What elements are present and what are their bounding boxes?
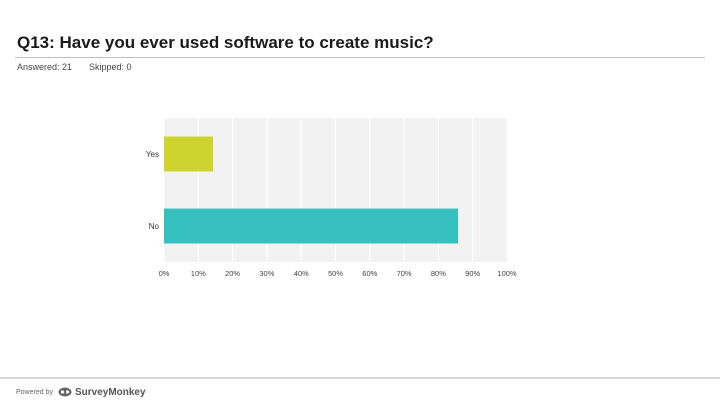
x-tick-label: 80% [431, 269, 446, 278]
answered-count: Answered: 21 [17, 62, 73, 72]
x-tick-label: 90% [465, 269, 480, 278]
bar-no [164, 208, 458, 244]
surveymonkey-logo-icon [58, 387, 72, 397]
x-tick-label: 50% [328, 269, 343, 278]
category-label: No [149, 222, 160, 231]
x-tick-label: 70% [397, 269, 412, 278]
x-tick-label: 100% [497, 269, 517, 278]
powered-by-label: Powered by [16, 388, 53, 396]
title-divider [15, 57, 705, 58]
category-label: Yes [146, 150, 159, 159]
footer: Powered by SurveyMonkey [16, 384, 146, 400]
x-tick-label: 0% [159, 269, 170, 278]
x-tick-label: 10% [191, 269, 206, 278]
x-tick-label: 40% [294, 269, 309, 278]
footer-divider [0, 377, 720, 379]
x-tick-label: 60% [362, 269, 377, 278]
question-title: Q13: Have you ever used software to crea… [17, 33, 434, 52]
bar-yes [164, 136, 214, 172]
surveymonkey-brand: SurveyMonkey [74, 386, 146, 398]
skipped-count: Skipped: 0 [89, 62, 132, 72]
x-tick-label: 30% [259, 269, 274, 278]
x-tick-label: 20% [225, 269, 240, 278]
